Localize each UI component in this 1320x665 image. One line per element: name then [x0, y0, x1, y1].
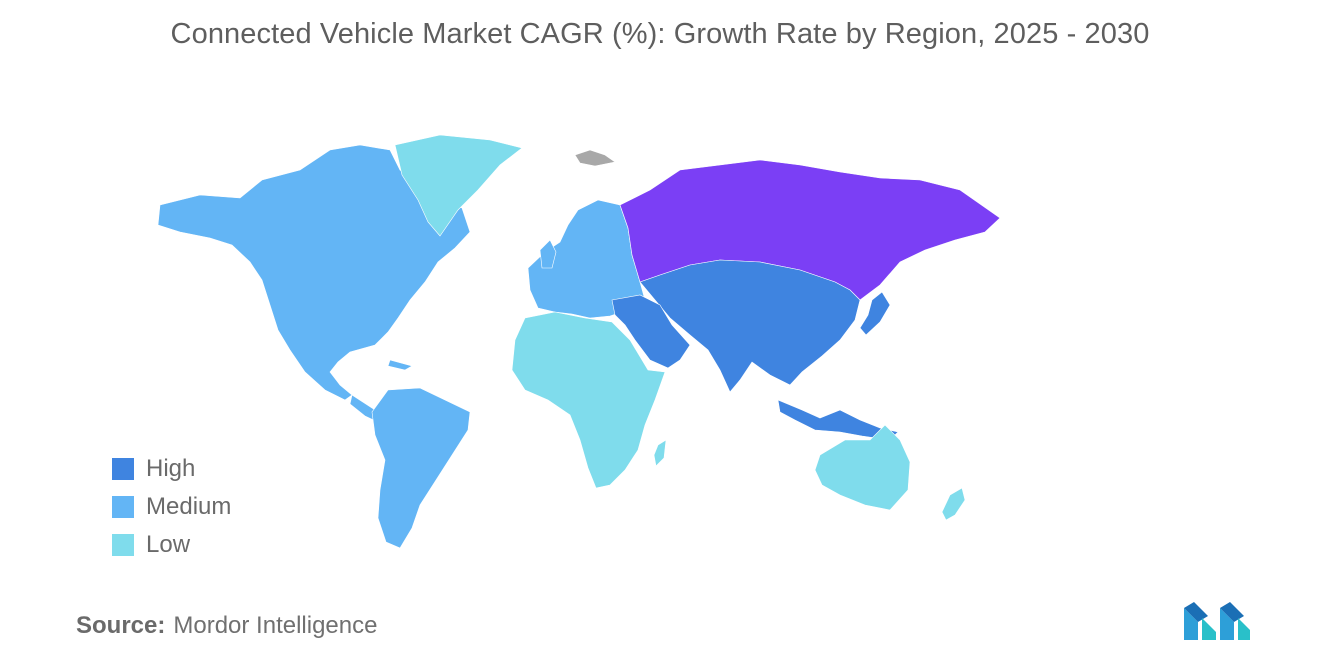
legend-item-medium: Medium	[112, 488, 231, 526]
mordor-intelligence-logo-icon	[1184, 602, 1250, 640]
region-new-zealand	[941, 487, 966, 521]
legend-swatch-low	[112, 534, 134, 556]
legend-label-medium: Medium	[146, 493, 232, 520]
region-south-america	[371, 387, 471, 549]
source-value: Mordor Intelligence	[173, 612, 378, 639]
legend-item-low: Low	[112, 526, 231, 564]
legend-item-high: High	[112, 450, 231, 488]
legend-swatch-high	[112, 458, 134, 480]
region-middle-east	[611, 294, 691, 369]
legend-swatch-medium	[112, 496, 134, 518]
region-australia	[814, 424, 911, 511]
region-africa	[511, 311, 666, 489]
region-asia-pacific	[639, 259, 861, 393]
region-japan	[859, 291, 891, 336]
region-greenland	[394, 134, 523, 237]
legend: High Medium Low	[112, 450, 231, 564]
source-note: Source: Mordor Intelligence	[76, 612, 377, 640]
region-uk	[539, 239, 557, 269]
region-madagascar	[653, 439, 667, 467]
chart-title: Connected Vehicle Market CAGR (%): Growt…	[170, 18, 1150, 50]
region-north-america	[157, 144, 471, 401]
legend-label-high: High	[146, 455, 196, 482]
legend-label-low: Low	[146, 531, 191, 558]
source-label: Source:	[76, 612, 166, 639]
region-no-data	[574, 149, 616, 167]
